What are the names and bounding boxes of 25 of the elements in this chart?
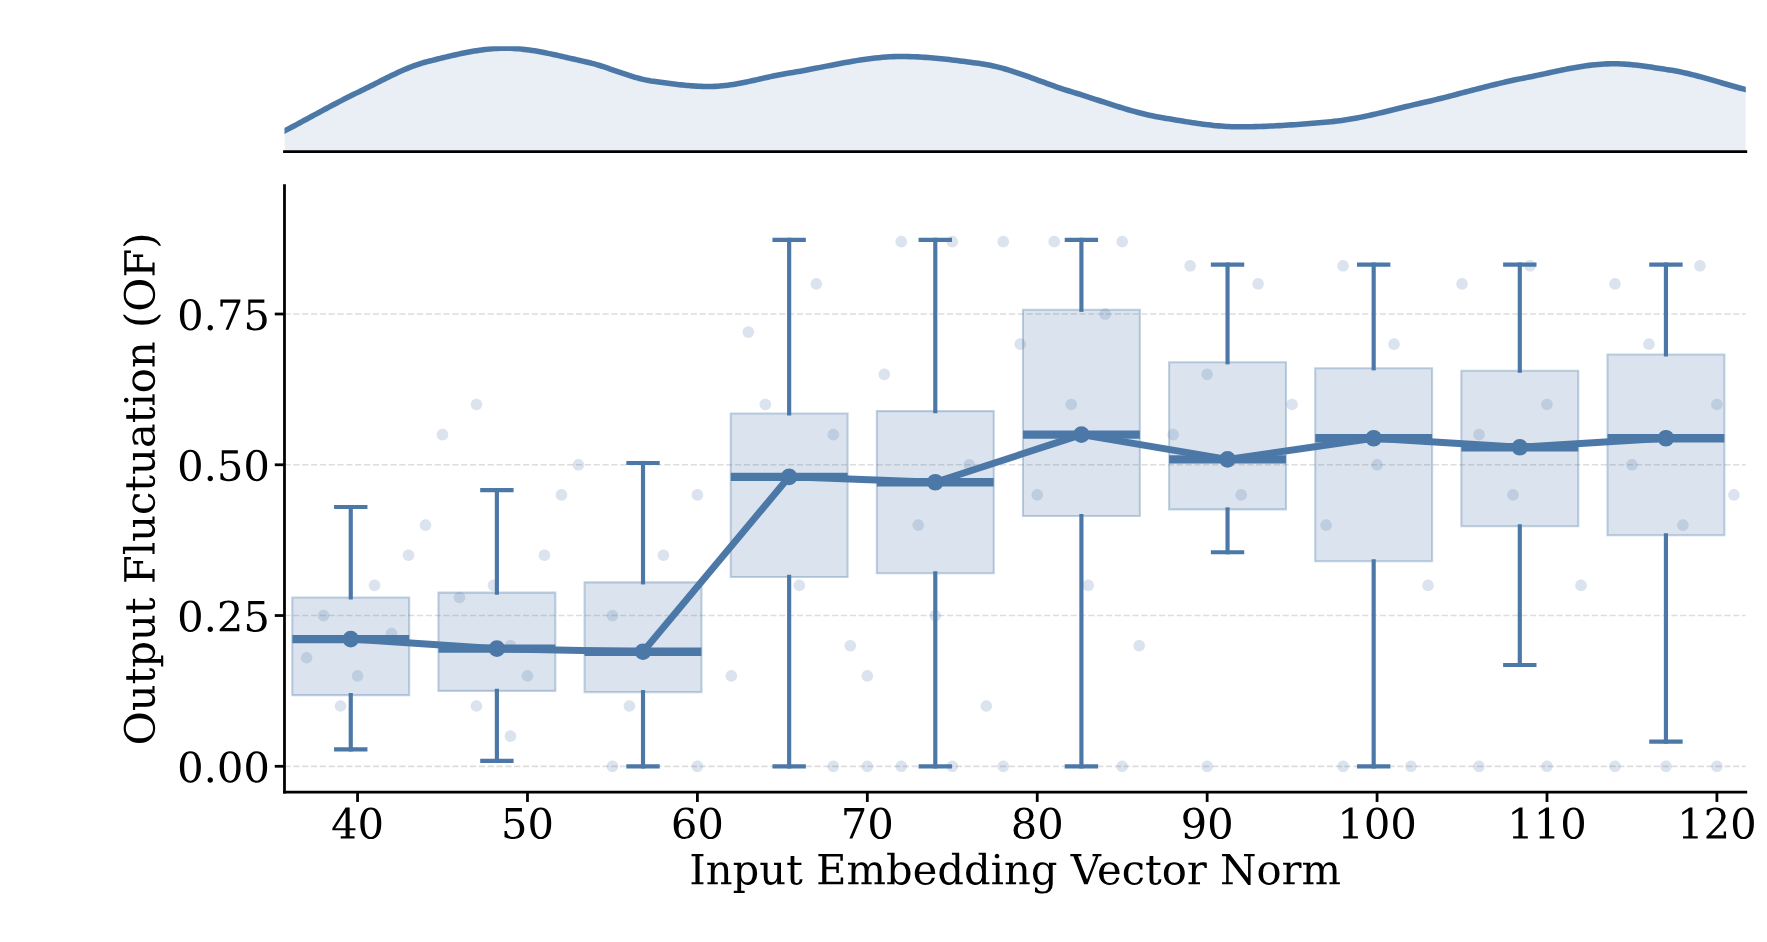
y-tick-label: 0.25 — [179, 600, 267, 632]
x-axis-title: Input Embedding Vector Norm — [691, 852, 1340, 894]
point — [780, 468, 798, 486]
point — [1073, 426, 1090, 443]
point — [488, 640, 506, 658]
y-axis-title: Output Fluctuation (OF) — [122, 235, 164, 744]
y-tick-label: 0.00 — [179, 751, 268, 783]
point — [342, 630, 360, 648]
y-tick-label: 0.75 — [179, 298, 267, 331]
y-tick-label: 0.50 — [179, 449, 268, 482]
x-tick-label: 40 — [332, 807, 382, 840]
point — [1657, 429, 1675, 447]
x-tick-label: 70 — [844, 807, 892, 840]
x-tick-label: 110 — [1512, 807, 1584, 840]
point — [634, 643, 652, 661]
x-tick-label: 90 — [1183, 807, 1231, 840]
point — [1365, 429, 1383, 447]
x-tick-label: 120 — [1682, 807, 1754, 840]
point — [1219, 451, 1236, 468]
x-tick-label: 50 — [504, 807, 552, 840]
x-tick-label: 100 — [1342, 807, 1415, 840]
point — [1511, 438, 1529, 456]
x-tick-label: 80 — [1013, 807, 1061, 840]
point — [926, 473, 944, 491]
x-tick-label: 60 — [673, 807, 722, 840]
